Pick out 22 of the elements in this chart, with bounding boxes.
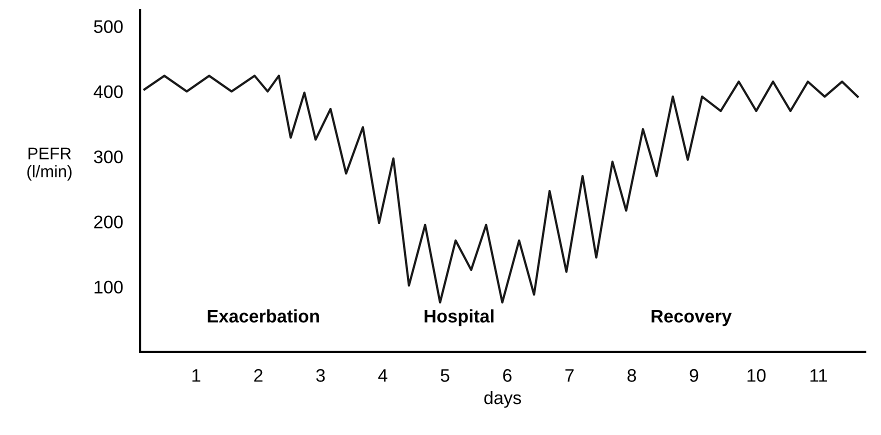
x-tick-label: 1 [192, 369, 200, 382]
y-tick-label: 300 [94, 150, 123, 164]
annotation: Hospital [424, 309, 494, 326]
x-tick-label: 11 [810, 369, 827, 382]
x-tick-label: 2 [254, 369, 262, 382]
annotation: Recovery [652, 310, 732, 326]
x-tick-label: 7 [565, 369, 574, 382]
y-tick-label: 200 [94, 216, 123, 228]
y-tick-label: 500 [94, 20, 123, 34]
x-axis-title: days [484, 390, 522, 408]
x-tick-label: 3 [316, 369, 325, 382]
x-tick-label: 5 [440, 369, 450, 382]
x-tick-label: 10 [748, 369, 766, 382]
annotation: Exacerbation [208, 309, 319, 323]
x-tick-label: 6 [503, 369, 512, 382]
x-tick-label: 9 [690, 369, 698, 382]
x-tick-label: 8 [628, 369, 636, 382]
y-tick-label: 100 [94, 280, 123, 294]
x-tick-label: 4 [378, 369, 388, 382]
y-axis-title: PEFR (l/min) [27, 148, 72, 181]
y-tick-label: 400 [94, 85, 123, 98]
line-series [143, 74, 859, 304]
